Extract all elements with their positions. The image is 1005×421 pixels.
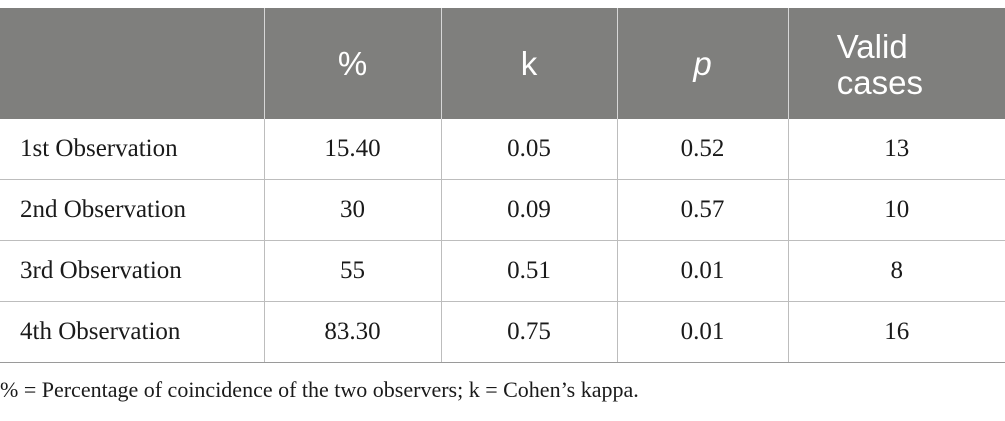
table-row: 4th Observation 83.30 0.75 0.01 16 — [0, 301, 1005, 363]
cell-valid-cases: 16 — [787, 301, 1005, 363]
cell-p-value: 0.01 — [616, 240, 788, 302]
header-kappa: k — [440, 8, 617, 119]
table-header: % k p Valid cases — [0, 8, 1005, 119]
cell-p-value: 0.01 — [616, 301, 788, 363]
cell-p-value: 0.52 — [616, 119, 788, 180]
table-row: 1st Observation 15.40 0.05 0.52 13 — [0, 119, 1005, 180]
cell-percent: 83.30 — [263, 301, 441, 363]
cell-percent: 15.40 — [263, 119, 441, 180]
cell-kappa: 0.75 — [440, 301, 617, 363]
row-label: 3rd Observation — [0, 240, 264, 302]
cell-p-value: 0.57 — [616, 179, 788, 241]
header-p-value: p — [616, 8, 788, 119]
cell-kappa: 0.05 — [440, 119, 617, 180]
header-empty — [0, 8, 264, 119]
observer-agreement-table: % k p Valid cases 1st Observation 15.40 … — [0, 8, 1005, 363]
table-row: 3rd Observation 55 0.51 0.01 8 — [0, 240, 1005, 302]
cell-valid-cases: 13 — [787, 119, 1005, 180]
row-label: 1st Observation — [0, 119, 264, 180]
cell-valid-cases: 10 — [787, 179, 1005, 241]
cell-percent: 55 — [263, 240, 441, 302]
table-body: 1st Observation 15.40 0.05 0.52 13 2nd O… — [0, 119, 1005, 363]
header-row: % k p Valid cases — [0, 8, 1005, 119]
cell-kappa: 0.51 — [440, 240, 617, 302]
data-table-container: % k p Valid cases 1st Observation 15.40 … — [0, 8, 1005, 363]
table-footnote: % = Percentage of coincidence of the two… — [0, 377, 639, 402]
header-valid-cases-cell: Valid cases — [787, 8, 1005, 119]
cell-percent: 30 — [263, 179, 441, 241]
cell-kappa: 0.09 — [440, 179, 617, 241]
row-label: 2nd Observation — [0, 179, 264, 241]
header-valid-cases: Valid cases — [836, 27, 923, 101]
table-row: 2nd Observation 30 0.09 0.57 10 — [0, 179, 1005, 241]
row-label: 4th Observation — [0, 301, 264, 363]
cell-valid-cases: 8 — [787, 240, 1005, 302]
header-percent: % — [263, 8, 441, 119]
